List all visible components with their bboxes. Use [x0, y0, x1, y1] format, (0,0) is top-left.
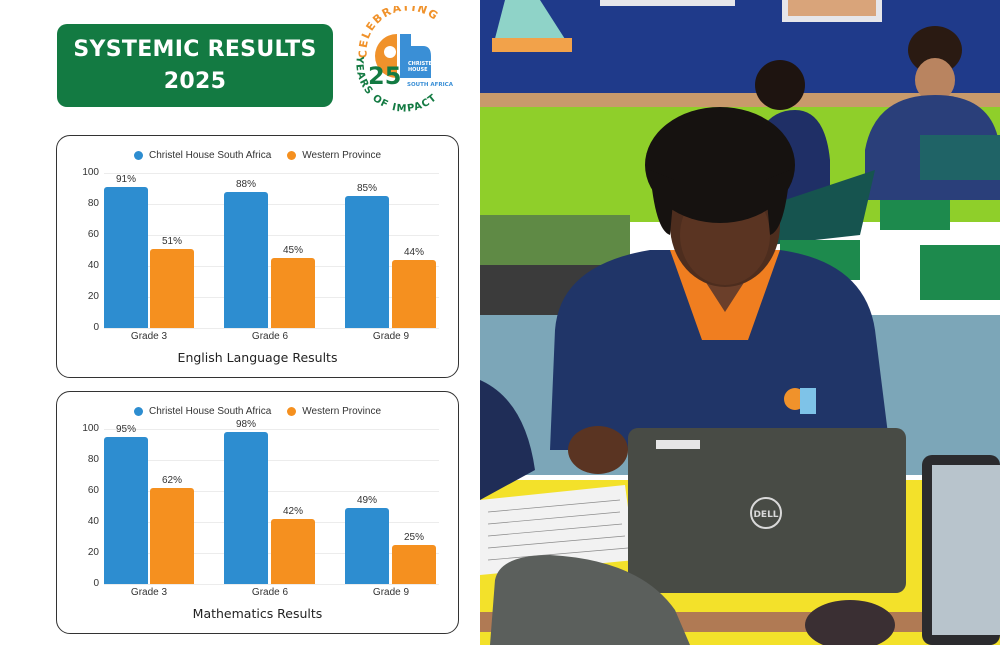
legend-item-christel-house: Christel House South Africa: [133, 406, 271, 417]
bar-western-grade6: [271, 519, 315, 584]
title-line-1: SYSTEMIC RESULTS: [73, 36, 317, 62]
orange-dot-icon: [287, 151, 297, 160]
svg-text:HOUSE: HOUSE: [408, 67, 428, 73]
bar-western-grade9: [392, 260, 436, 328]
page-title: SYSTEMIC RESULTS 2025: [57, 24, 333, 107]
bar-western-grade9: [392, 545, 436, 584]
bar-christel-grade3: [104, 187, 148, 328]
legend-item-western-province: Western Province: [287, 406, 381, 417]
x-tick: Grade 3: [130, 587, 168, 598]
dell-logo-icon: [750, 497, 782, 529]
bar-western-grade6: [271, 258, 315, 328]
y-tick: 80: [87, 198, 99, 209]
infographic-panel: SYSTEMIC RESULTS 2025 CELEBRATING YEARS …: [0, 0, 480, 645]
y-tick: 40: [87, 260, 99, 271]
legend-item-western-province: Western Province: [287, 150, 381, 161]
y-tick: 60: [87, 485, 99, 496]
mathematics-results-chart: Christel House South Africa Western Prov…: [56, 391, 459, 634]
celebrating-25-years-logo: CELEBRATING YEARS OF IMPACT 25 CHRISTEL …: [353, 6, 454, 115]
y-tick: 0: [93, 578, 99, 589]
y-tick: 40: [87, 516, 99, 527]
chart-legend: Christel House South Africa Western Prov…: [57, 150, 458, 161]
bar-christel-grade6: [224, 192, 268, 328]
x-tick: Grade 9: [372, 331, 410, 342]
svg-text:CHRISTEL: CHRISTEL: [408, 61, 436, 67]
bar-western-grade3: [150, 488, 194, 584]
svg-text:SOUTH AFRICA: SOUTH AFRICA: [407, 82, 454, 88]
y-tick: 0: [93, 322, 99, 333]
plot-area: 95% 62% 98% 42% 49% 25% Grade 3 Grade 6 …: [104, 419, 439, 598]
blue-dot-icon: [133, 151, 143, 160]
laptop-lid: [628, 428, 906, 593]
y-tick: 100: [82, 423, 99, 434]
x-tick: Grade 6: [251, 587, 289, 598]
student-with-laptop-image: DELL: [480, 0, 1000, 645]
orange-dot-icon: [287, 407, 297, 416]
chart-title: English Language Results: [177, 350, 338, 365]
y-tick: 80: [87, 454, 99, 465]
logo-number: 25: [368, 62, 401, 90]
svg-text:DELL: DELL: [753, 510, 778, 520]
classroom-photo: DELL: [480, 0, 1000, 645]
blue-dot-icon: [133, 407, 143, 416]
bar-christel-grade6: [224, 432, 268, 584]
x-tick: Grade 3: [130, 331, 168, 342]
y-tick: 20: [87, 547, 99, 558]
english-results-chart: Christel House South Africa Western Prov…: [56, 135, 459, 378]
y-tick: 20: [87, 291, 99, 302]
title-line-2: 2025: [163, 68, 227, 94]
legend-item-christel-house: Christel House South Africa: [133, 150, 271, 161]
house-shape-icon: [400, 34, 431, 78]
bar-christel-grade9: [345, 508, 389, 584]
chart-legend: Christel House South Africa Western Prov…: [57, 406, 458, 417]
chart-title: Mathematics Results: [192, 606, 323, 621]
y-tick: 100: [82, 167, 99, 178]
x-tick: Grade 6: [251, 331, 289, 342]
bar-christel-grade3: [104, 437, 148, 584]
plot-area: 91% 51% 88% 45% 85% 44% Grade 3 Grade 6 …: [104, 173, 439, 342]
bar-western-grade3: [150, 249, 194, 328]
bar-christel-grade9: [345, 196, 389, 328]
x-tick: Grade 9: [372, 587, 410, 598]
y-tick: 60: [87, 229, 99, 240]
